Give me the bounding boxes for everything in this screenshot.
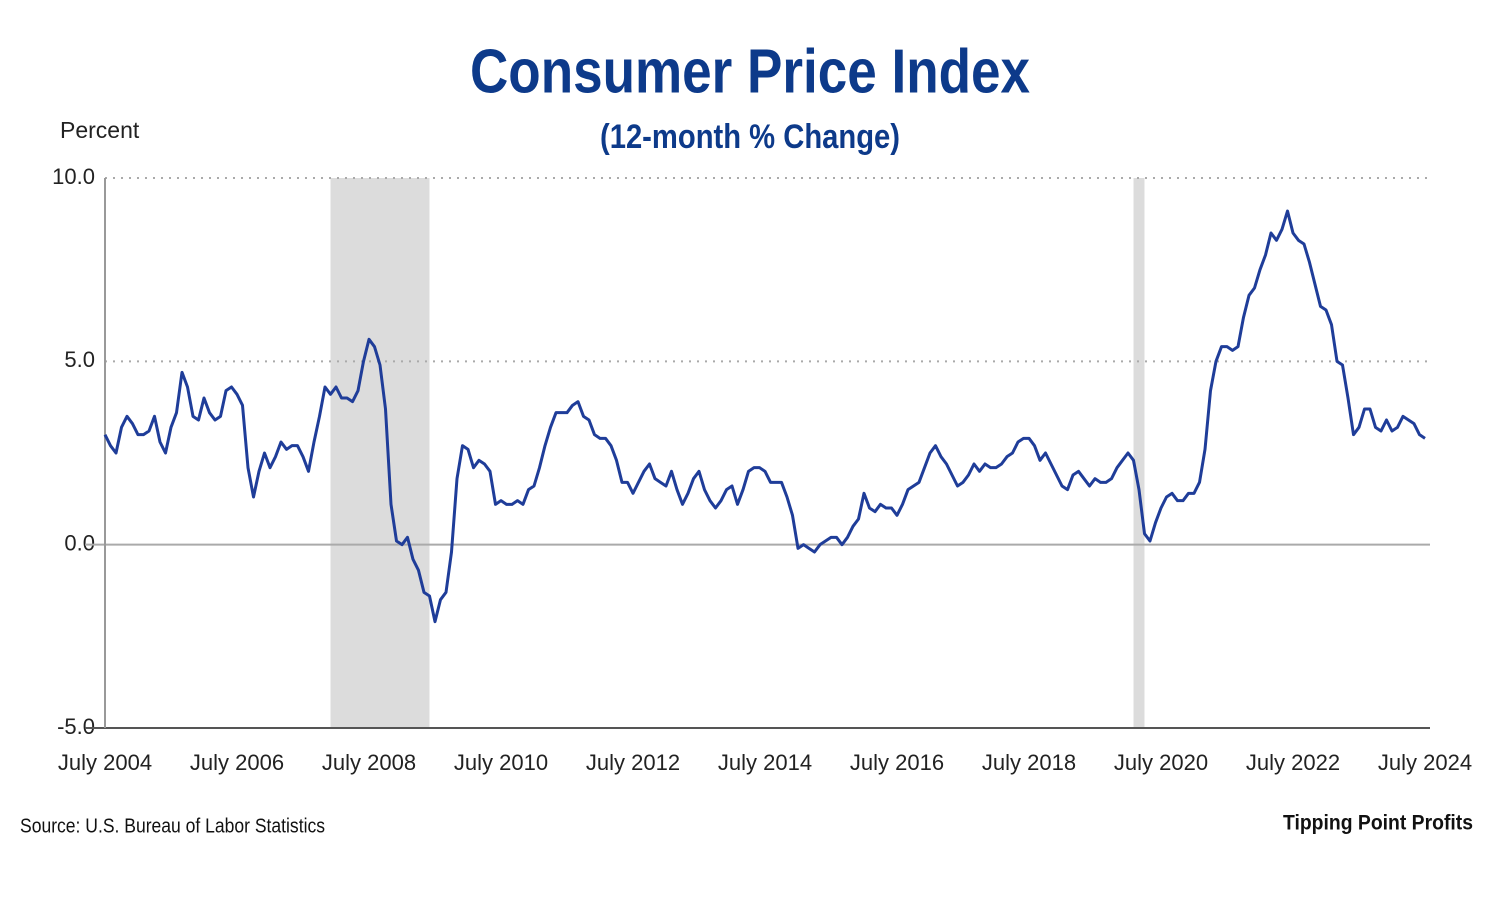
y-axis-label: Percent (60, 117, 140, 143)
x-tick-label: July 2016 (850, 750, 944, 775)
chart-subtitle: (12-month % Change) (600, 118, 900, 156)
x-tick-label: July 2018 (982, 750, 1076, 775)
shade-layer (330, 178, 1145, 728)
credit: Tipping Point Profits (1283, 812, 1473, 835)
recession-shade (330, 178, 430, 728)
data-layer (103, 209, 1426, 624)
y-tick-label: 0.0 (64, 530, 95, 555)
source-note: Source: U.S. Bureau of Labor Statistics (20, 815, 325, 837)
x-tick-label: July 2024 (1378, 750, 1472, 775)
x-tick-label: July 2014 (718, 750, 812, 775)
x-tick-label: July 2008 (322, 750, 416, 775)
recession-shade (1133, 178, 1145, 728)
x-tick-label: July 2006 (190, 750, 284, 775)
x-tick-label: July 2022 (1246, 750, 1340, 775)
y-tick-label: 5.0 (64, 347, 95, 372)
x-tick-label: July 2010 (454, 750, 548, 775)
x-tick-label: July 2004 (58, 750, 152, 775)
x-tick-label: July 2012 (586, 750, 680, 775)
y-tick-label: 10.0 (52, 164, 95, 189)
cpi-line (103, 209, 1426, 624)
chart-title: Consumer Price Index (470, 37, 1030, 106)
grid-layer: -5.0 0.0 5.0 10.0 July 2004 July 2006 July 200… (52, 164, 1472, 775)
y-tick-label: -5.0 (57, 714, 95, 739)
x-tick-label: July 2020 (1114, 750, 1208, 775)
